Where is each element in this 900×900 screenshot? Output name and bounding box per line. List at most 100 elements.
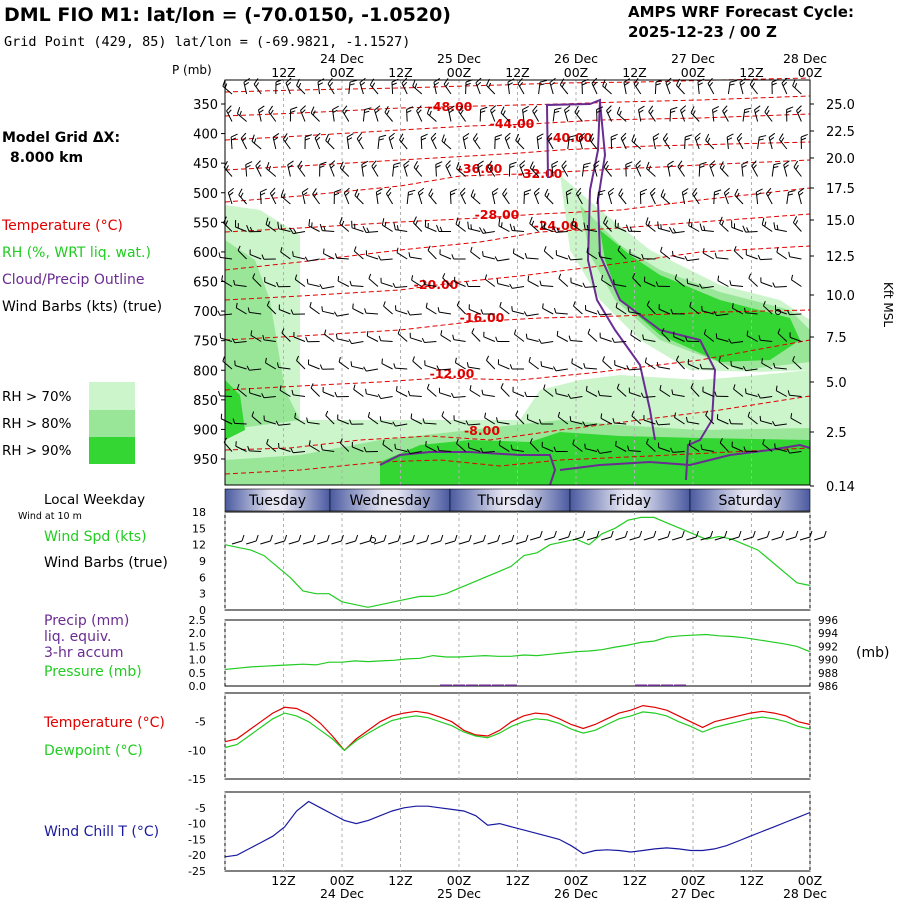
wind-barb-flag — [511, 306, 513, 312]
wind-barb-staff — [249, 311, 262, 315]
wind-barb — [675, 355, 685, 370]
wind-barb-flag — [362, 226, 367, 233]
wind-barb-flag — [450, 192, 456, 196]
wind-barb — [582, 421, 598, 427]
wind-barb — [758, 335, 773, 342]
wind-barb-flag — [392, 421, 396, 427]
wind-barb — [786, 309, 802, 316]
wind-barb — [498, 218, 510, 232]
wind-barb-flag — [399, 133, 404, 141]
wind-barb-flag — [334, 192, 340, 196]
surface-wind-barb-staff — [799, 536, 811, 541]
wind-barb — [227, 187, 235, 205]
surface-wind-barb — [714, 530, 728, 541]
wind-barb-staff — [502, 193, 510, 205]
temperature-contour-label: -20.00 — [414, 277, 459, 292]
wind-barb — [333, 189, 342, 205]
wind-barb — [356, 132, 364, 150]
wind-barb-staff — [789, 336, 802, 342]
wind-barb — [646, 438, 656, 452]
wind-barb-staff — [513, 252, 525, 260]
wind-barb — [320, 444, 335, 452]
wind-barb-staff — [249, 392, 262, 397]
wind-barb-flag — [569, 134, 577, 138]
wind-barb-flag — [529, 438, 533, 444]
wind-barb-flag — [465, 281, 469, 287]
pressure-ytick: 988 — [818, 668, 838, 680]
wind-barb — [754, 105, 761, 122]
wind-barb-flag — [784, 164, 789, 169]
wind-barb — [627, 445, 641, 452]
wind-barb-flag — [681, 109, 686, 114]
wind-barb — [606, 105, 613, 122]
wind-barb-staff — [500, 112, 510, 122]
top-time-tick: 12Z — [622, 65, 646, 80]
wind-barb-staff — [662, 138, 671, 150]
surface-wind-barb-flag — [710, 530, 714, 538]
wind-barb-staff — [526, 257, 539, 260]
wind-barb — [498, 440, 510, 452]
pressure-tick-label: 650 — [193, 276, 218, 291]
wind-barb-staff — [266, 443, 277, 452]
wind-barb — [378, 255, 393, 261]
wind-barb — [657, 442, 671, 452]
wind-barb — [250, 330, 262, 342]
surface-wind-barb — [728, 530, 742, 541]
wind-barb-flag — [597, 310, 601, 316]
wind-barb-flag — [596, 106, 604, 110]
precip-bar — [440, 684, 452, 686]
wind-barb-flag — [778, 133, 784, 140]
wind-barb-staff — [406, 192, 409, 205]
wind-barb-staff — [413, 166, 423, 177]
wind-barb-flag — [488, 82, 492, 88]
wind-barb — [495, 336, 510, 342]
wind-barb — [553, 446, 568, 452]
grid-point-subtitle: Grid Point (429, 85) lat/lon = (-69.9821… — [4, 34, 410, 50]
wind-barb — [322, 386, 335, 397]
wind-barb-staff — [517, 83, 525, 95]
wind-barb-flag — [679, 164, 683, 170]
wind-barb — [425, 302, 437, 315]
wind-barb-flag — [558, 273, 562, 279]
temperature-contour-label: -28.00 — [475, 207, 520, 222]
wind-barb-staff — [456, 305, 466, 315]
wind-barb — [524, 391, 539, 397]
surface-wind-barb-flag — [298, 534, 302, 542]
wind-barb — [523, 189, 532, 205]
chill-ytick: -25 — [188, 865, 206, 878]
wind-barb-flag — [524, 189, 532, 193]
wind-barb-flag — [655, 420, 659, 426]
wind-barb-flag — [246, 365, 250, 371]
surface-wind-barb-staff — [586, 536, 598, 541]
wind-barb-staff — [412, 85, 423, 95]
wind-barb-flag — [729, 280, 732, 286]
wind-barb-flag — [251, 411, 255, 417]
wind-barb — [454, 276, 466, 287]
wind-barb-flag — [797, 109, 802, 114]
wind-barb-staff — [628, 449, 641, 452]
wind-barb — [456, 161, 466, 177]
wind-barb-staff — [615, 226, 627, 232]
wind-barb-staff — [325, 140, 335, 150]
wind-barb-flag — [702, 248, 705, 254]
temperature-contour — [224, 447, 811, 475]
wind-barb-flag — [566, 188, 573, 193]
surface-wind-barb-staff — [260, 540, 271, 545]
wind-barb-flag — [292, 251, 294, 257]
wind-barb-staff — [471, 332, 481, 342]
wind-barb — [775, 385, 788, 397]
wind-barb — [456, 438, 466, 452]
wind-barb — [319, 223, 335, 232]
wind-barb-staff — [529, 223, 539, 232]
wind-barb — [730, 360, 744, 370]
wind-barb — [465, 420, 481, 426]
wind-barb-flag — [577, 192, 582, 197]
pressure-tick-label: 400 — [193, 128, 218, 143]
surface-wind-barb — [331, 534, 344, 545]
wind-barb — [266, 162, 277, 177]
wind-barb-flag — [539, 83, 545, 86]
wind-barb-flag — [410, 413, 413, 419]
wind-barb-flag — [330, 164, 335, 169]
wind-barb-flag — [660, 246, 663, 252]
wind-barb — [733, 384, 744, 397]
